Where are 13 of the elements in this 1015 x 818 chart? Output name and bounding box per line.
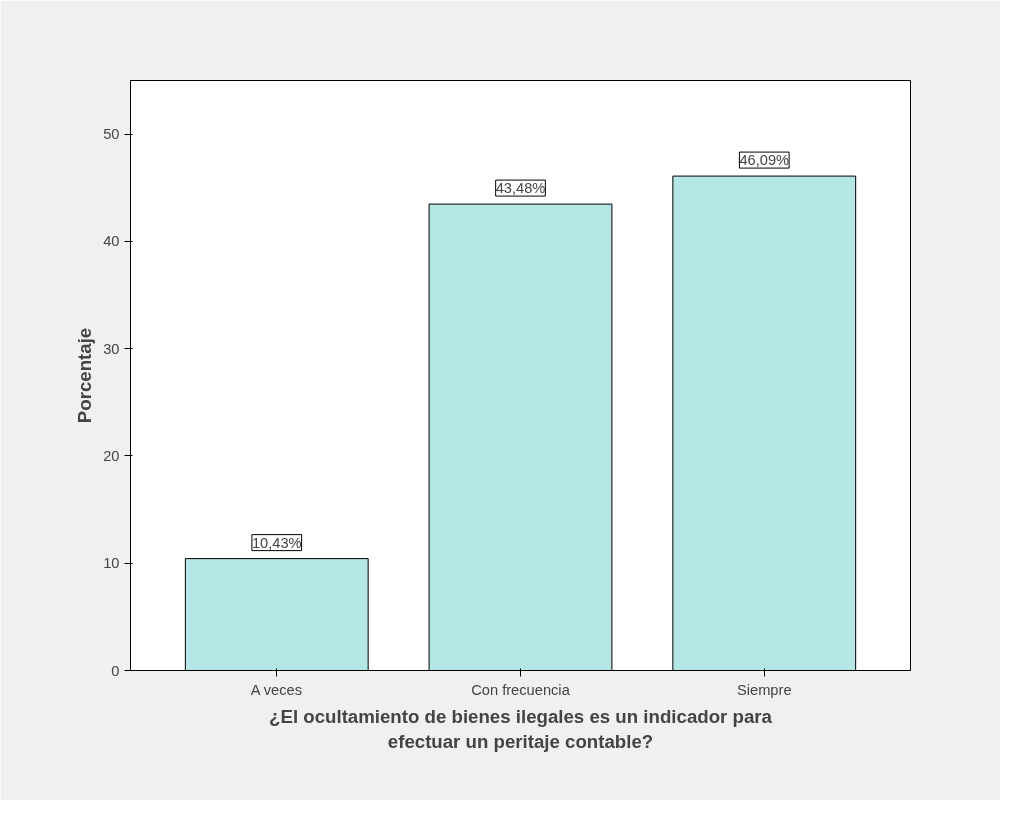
y-tick-label: 0 (111, 662, 120, 679)
data-label: 43,48% (495, 180, 546, 197)
y-tick-label: 10 (103, 555, 120, 572)
x-tick-label: Con frecuencia (471, 681, 571, 698)
y-tick-label: 20 (103, 447, 120, 464)
y-tick-label: 50 (103, 126, 120, 143)
x-axis-title: ¿El ocultamiento de bienes ilegales es un indicador para efectuar un peritaje contable? (269, 705, 773, 752)
y-tick-label: 30 (103, 340, 120, 357)
data-label: 10,43% (251, 534, 302, 551)
x-tick-label: Siempre (736, 681, 792, 698)
y-tick-label: 40 (103, 233, 120, 250)
y-axis-title: Porcentaje (74, 327, 96, 424)
x-tick-label: A veces (250, 681, 303, 698)
